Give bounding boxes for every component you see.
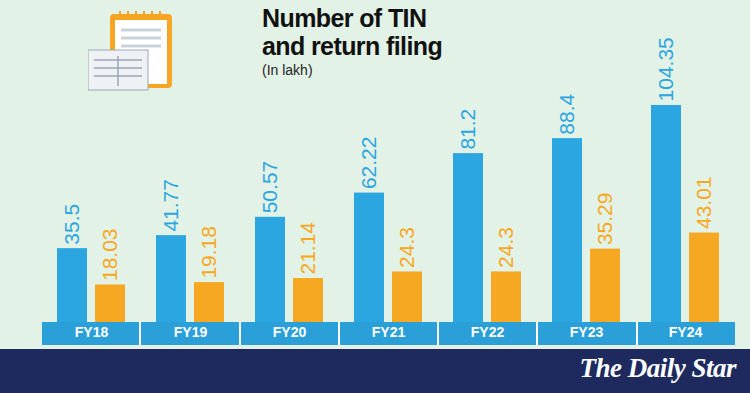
svg-text:FY21: FY21 [372, 324, 406, 340]
svg-text:24.3: 24.3 [494, 227, 517, 268]
svg-text:50.57: 50.57 [258, 161, 281, 214]
svg-text:104.35: 104.35 [654, 37, 677, 101]
svg-text:35.5: 35.5 [60, 204, 83, 245]
svg-text:21.14: 21.14 [296, 222, 319, 275]
svg-text:18.03: 18.03 [98, 228, 121, 281]
svg-text:81.2: 81.2 [456, 109, 479, 150]
svg-text:88.4: 88.4 [555, 93, 578, 134]
svg-text:FY18: FY18 [75, 324, 109, 340]
svg-text:62.22: 62.22 [357, 137, 380, 190]
html-text:(In lakh): (In lakh) [262, 62, 313, 78]
svg-text:43.01: 43.01 [692, 176, 715, 229]
svg-text:FY19: FY19 [174, 324, 208, 340]
svg-text:FY22: FY22 [471, 324, 505, 340]
html-text:The Daily Star: The Daily Star [579, 353, 736, 383]
svg-text:19.18: 19.18 [197, 226, 220, 279]
svg-text:FY23: FY23 [570, 324, 604, 340]
html-text:Number of TIN and return filin: Number of TIN and return filing [262, 4, 443, 60]
svg-text:FY24: FY24 [669, 324, 703, 340]
svg-text:35.29: 35.29 [593, 193, 616, 246]
svg-text:24.3: 24.3 [395, 227, 418, 268]
svg-text:41.77: 41.77 [159, 179, 182, 232]
svg-text:FY20: FY20 [273, 324, 307, 340]
